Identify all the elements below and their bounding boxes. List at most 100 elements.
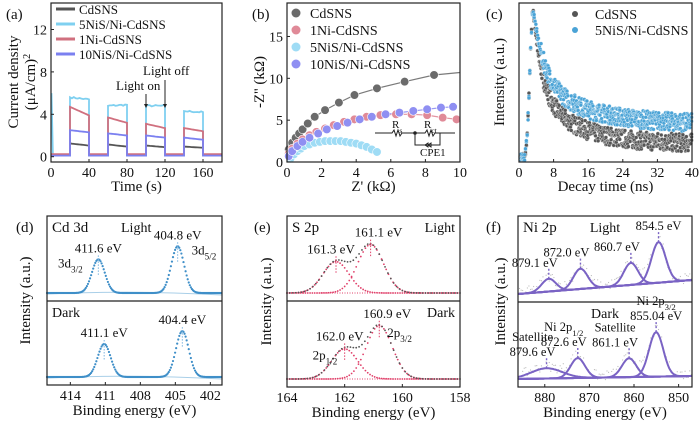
y-axis-label-line2: (μA/cm)2 <box>22 54 40 110</box>
data-point <box>113 366 116 369</box>
raw-point <box>618 276 621 278</box>
component-point <box>357 260 360 263</box>
data-point <box>109 357 113 360</box>
peak-label: 872.6 eV <box>541 335 587 349</box>
data-point <box>320 105 330 115</box>
data-point <box>597 113 602 118</box>
data-point <box>179 332 182 335</box>
component-point <box>329 291 332 294</box>
component-point <box>343 376 346 379</box>
component-point <box>382 292 385 294</box>
component-point <box>327 378 330 380</box>
raw-point <box>689 273 691 275</box>
condition-label: Light <box>121 221 151 236</box>
data-point <box>176 342 179 345</box>
raw-point <box>632 261 635 263</box>
raw-point <box>572 354 574 356</box>
raw-point <box>548 361 550 364</box>
raw-point <box>444 292 447 294</box>
legend-marker <box>572 27 578 33</box>
data-point <box>643 138 648 143</box>
component-point <box>376 291 378 294</box>
raw-point <box>590 274 592 277</box>
raw-point <box>381 325 384 328</box>
x-axis-label: Binding energy (eV) <box>543 405 667 421</box>
raw-point <box>433 378 435 380</box>
component-point <box>316 378 318 380</box>
data-point <box>93 365 96 369</box>
raw-point <box>582 264 585 266</box>
raw-point <box>401 289 404 292</box>
component-point <box>336 261 339 263</box>
raw-point <box>642 268 644 270</box>
peak-label: 161.3 eV <box>307 241 355 256</box>
raw-point <box>559 283 561 285</box>
component-point <box>362 251 365 253</box>
component-point <box>352 354 355 357</box>
component-point <box>352 370 355 373</box>
raw-point <box>581 266 583 268</box>
data-point <box>669 110 674 116</box>
data-point <box>185 339 188 342</box>
data-point <box>372 147 382 157</box>
condition-label: Dark <box>427 306 455 321</box>
data-point <box>171 256 175 259</box>
legend-marker <box>572 11 578 17</box>
data-point <box>99 260 102 263</box>
data-point <box>575 104 580 110</box>
data-point <box>169 265 172 268</box>
raw-point <box>288 292 291 294</box>
raw-point <box>529 288 532 291</box>
condition-label: Dark <box>52 306 80 321</box>
data-point <box>355 114 365 124</box>
raw-point <box>598 288 600 290</box>
data-point <box>175 347 178 350</box>
component-point <box>410 378 413 380</box>
component-point <box>385 377 388 380</box>
component-point <box>378 377 381 380</box>
data-point <box>527 68 532 73</box>
raw-point <box>607 281 610 284</box>
raw-point <box>352 346 355 349</box>
x-tick-label: 2 <box>318 166 325 181</box>
data-point <box>162 287 165 290</box>
data-point <box>659 132 664 138</box>
raw-point <box>523 367 525 369</box>
data-point <box>170 363 174 366</box>
raw-point <box>441 378 444 380</box>
data-point <box>94 261 97 265</box>
x-tick-label: 40 <box>685 166 699 181</box>
component-point <box>366 244 369 247</box>
y-tick-label: 15 <box>269 30 283 45</box>
raw-point <box>332 357 335 360</box>
data-point <box>167 370 170 374</box>
raw-point <box>579 356 582 358</box>
raw-point <box>682 378 685 380</box>
component-point <box>304 292 307 294</box>
raw-point <box>358 345 360 348</box>
condition-label: Light <box>590 221 620 236</box>
component-point <box>394 378 397 380</box>
condition-label: Dark <box>591 307 619 322</box>
raw-point <box>297 378 300 380</box>
raw-point <box>375 247 378 250</box>
data-point <box>303 118 313 129</box>
raw-point <box>421 377 424 380</box>
component-point <box>323 378 325 380</box>
raw-point <box>355 346 358 349</box>
raw-point <box>548 280 550 282</box>
component-point <box>311 378 314 380</box>
data-point <box>572 94 577 99</box>
data-point <box>436 103 446 113</box>
raw-point <box>444 378 447 380</box>
raw-point <box>314 375 317 378</box>
x-tick-label: 880 <box>534 391 555 406</box>
data-point <box>643 115 648 120</box>
raw-point <box>625 262 627 264</box>
data-point <box>554 98 559 103</box>
raw-point <box>551 273 553 276</box>
component-point <box>350 276 353 279</box>
y-axis-label: Intensity (a.u.) <box>259 258 275 346</box>
raw-point <box>597 279 599 281</box>
peak-name: Ni 2p1/2 <box>544 320 583 338</box>
